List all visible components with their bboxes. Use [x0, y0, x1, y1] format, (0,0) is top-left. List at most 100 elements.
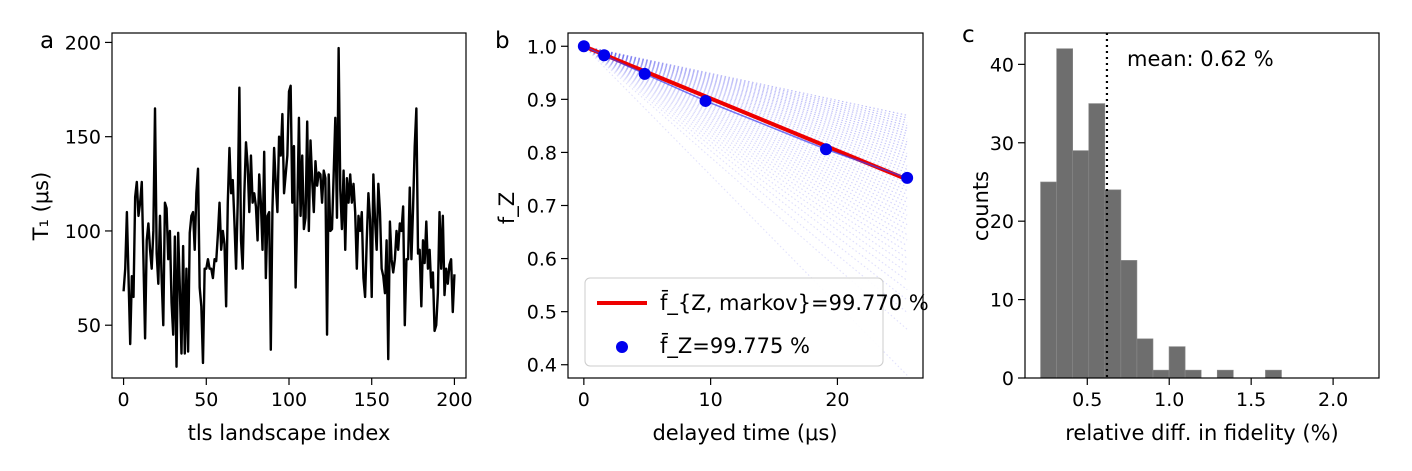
background-trajectory-3: [583, 45, 908, 301]
b-ytick-label-1: 0.5: [527, 302, 557, 324]
panel-label-c: c: [962, 22, 975, 48]
a-ytick-label-2: 150: [65, 127, 101, 149]
background-trajectory-17: [583, 45, 908, 212]
background-trajectory-30: [583, 45, 908, 164]
histogram-bar-3: [1088, 103, 1106, 379]
x-axis-label-c: relative diff. in fidelity (%): [1065, 421, 1339, 445]
background-trajectory-33: [583, 45, 908, 155]
c-ytick-label-1: 10: [990, 290, 1014, 312]
legend-b: f̄_{Z, markov}=99.770 % f̄_Z=99.775 %: [584, 277, 929, 367]
a-xtick-label-1: 50: [194, 389, 218, 411]
histogram-bar-11: [1216, 369, 1234, 379]
background-trajectory-24: [583, 45, 908, 184]
panel-b: 0 10 20 0.4 0.5 0.6 0.7 0.8 0.9 1.0 delayed time …: [495, 32, 929, 445]
a-ytick-label-0: 50: [77, 315, 101, 337]
background-trajectory-32: [583, 45, 908, 158]
c-xtick-label-2: 1.5: [1236, 389, 1266, 411]
background-trajectory-31: [583, 45, 908, 161]
background-trajectory-42: [583, 45, 908, 129]
axes-frame-c: [1024, 32, 1380, 379]
b-xtick-label-1: 10: [699, 389, 723, 411]
b-ytick-label-0: 0.4: [527, 355, 557, 377]
background-trajectory-15: [583, 45, 908, 221]
a-ytick-label-3: 200: [65, 32, 101, 54]
b-xtick-label-0: 0: [578, 389, 590, 411]
background-trajectory-21: [583, 45, 908, 195]
c-ytick-label-4: 40: [990, 54, 1014, 76]
background-trajectory-14: [583, 45, 908, 226]
background-trajectory-18: [583, 45, 908, 207]
y-axis-label-c: counts: [969, 171, 993, 241]
background-trajectory-13: [583, 45, 908, 230]
a-xtick-label-0: 0: [118, 389, 130, 411]
b-ytick-label-6: 1.0: [527, 36, 557, 58]
histogram-bar-6: [1136, 338, 1154, 379]
fz-point-3: [699, 94, 712, 107]
y-axis-label-b: f_Z: [495, 192, 520, 224]
b-ytick-label-4: 0.8: [527, 142, 557, 164]
x-axis-label-b: delayed time (μs): [652, 421, 837, 445]
mean-annotation: mean: 0.62 %: [1127, 47, 1274, 71]
fz-point-1: [598, 49, 611, 62]
panel-c: 0.5 1.0 1.5 2.0 0 10 20 30 40 relative diff. in …: [969, 32, 1380, 445]
background-trajectory-9: [583, 45, 908, 253]
histogram-bar-9: [1184, 369, 1202, 379]
c-xtick-label-3: 2.0: [1318, 389, 1348, 411]
background-trajectory-10: [583, 45, 908, 247]
c-ytick-label-2: 20: [990, 211, 1014, 233]
panel-label-b: b: [495, 28, 510, 54]
a-xtick-label-4: 200: [436, 389, 472, 411]
background-trajectory-47: [583, 45, 908, 116]
histogram-bar-4: [1104, 189, 1122, 379]
b-ytick-label-2: 0.6: [527, 249, 557, 271]
background-trajectory-29: [583, 45, 908, 167]
background-trajectory-6: [583, 45, 908, 273]
a-xtick-label-3: 150: [354, 389, 390, 411]
background-trajectory-36: [583, 45, 908, 146]
background-trajectory-37: [583, 45, 908, 143]
background-trajectory-44: [583, 45, 908, 124]
c-ytick-label-3: 30: [990, 133, 1014, 155]
histogram-bar-1: [1056, 48, 1073, 379]
background-trajectory-39: [583, 45, 908, 137]
legend-label-fz: f̄_Z=99.775 %: [660, 333, 810, 359]
background-trajectory-5: [583, 45, 908, 281]
x-axis-label-a: tls landscape index: [188, 421, 391, 445]
background-trajectory-45: [583, 45, 908, 121]
background-trajectory-27: [583, 45, 908, 174]
c-xtick-label-0: 0.5: [1072, 389, 1102, 411]
background-trajectory-7: [583, 45, 908, 266]
b-xtick-label-2: 20: [825, 389, 849, 411]
background-trajectory-40: [583, 45, 908, 135]
fz-point-5: [901, 171, 914, 184]
markov-fit-line: [583, 44, 908, 182]
background-trajectory-2: [583, 45, 908, 313]
panel-a: 0 50 100 150 200 50 100 150 200 tls landscape in…: [29, 32, 473, 445]
background-trajectory-28: [583, 45, 908, 170]
fz-point-0: [577, 40, 590, 53]
histogram-bar-5: [1120, 260, 1138, 379]
c-ytick-label-0: 0: [1002, 368, 1014, 390]
background-trajectory-34: [583, 45, 908, 152]
background-trajectory-22: [583, 45, 908, 192]
histogram-bar-14: [1265, 369, 1282, 379]
legend-label-markov: f̄_{Z, markov}=99.770 %: [660, 290, 929, 316]
background-trajectory-35: [583, 45, 908, 149]
background-trajectory-16: [583, 45, 908, 216]
y-axis-label-a: T₁ (μs): [29, 172, 53, 242]
histogram-bar-8: [1168, 346, 1186, 379]
background-trajectory-43: [583, 45, 908, 127]
series-line-t1: [122, 46, 456, 368]
background-trajectory-4: [583, 45, 908, 290]
histogram-bar-2: [1072, 150, 1090, 379]
b-ytick-label-3: 0.7: [527, 196, 557, 218]
a-ytick-label-1: 100: [65, 221, 101, 243]
background-trajectory-11: [583, 45, 908, 241]
histogram-bar-7: [1152, 369, 1170, 379]
histogram-bar-0: [1040, 181, 1057, 379]
background-trajectory-12: [583, 45, 908, 236]
panel-label-a: a: [40, 28, 54, 54]
background-trajectory-8: [583, 45, 908, 259]
a-xtick-label-2: 100: [271, 389, 307, 411]
